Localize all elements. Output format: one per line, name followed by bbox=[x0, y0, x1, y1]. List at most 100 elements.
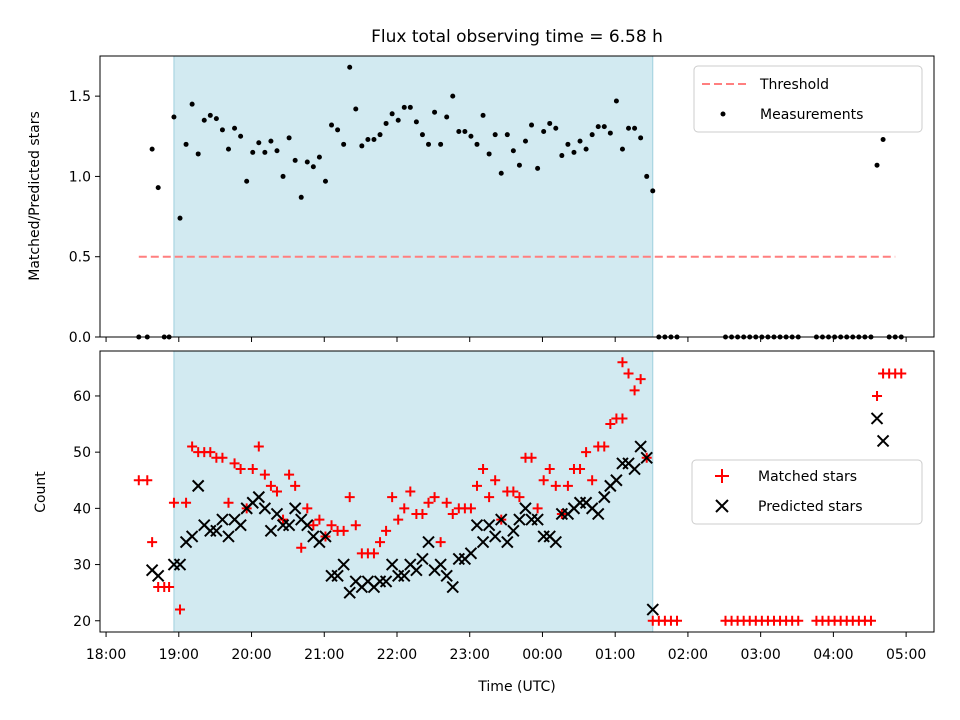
predicted-star-point bbox=[634, 440, 647, 453]
measurement-point bbox=[335, 127, 341, 133]
matched-star-point bbox=[617, 413, 628, 424]
measurement-point bbox=[219, 127, 225, 133]
matched-star-point bbox=[133, 475, 144, 486]
predicted-star-point bbox=[222, 530, 235, 543]
matched-star-point bbox=[635, 374, 646, 385]
predicted-star-point bbox=[870, 412, 884, 425]
measurement-point bbox=[577, 138, 583, 144]
measurement-point bbox=[177, 215, 183, 221]
measurement-point bbox=[353, 106, 359, 112]
predicted-star-point bbox=[422, 535, 435, 549]
matched-star-point bbox=[581, 447, 592, 458]
measurement-point bbox=[504, 132, 510, 138]
matched-star-point bbox=[575, 464, 586, 475]
predicted-star-point bbox=[464, 547, 478, 560]
predicted-star-point bbox=[331, 569, 344, 583]
measurement-point bbox=[626, 125, 632, 131]
measurement-point bbox=[468, 133, 474, 139]
measurement-point bbox=[413, 119, 419, 125]
matched-star-point bbox=[544, 464, 555, 475]
matched-star-point bbox=[435, 537, 446, 548]
measurement-point bbox=[244, 178, 250, 184]
measurement-point bbox=[583, 146, 589, 152]
matched-star-point bbox=[629, 385, 640, 396]
predicted-star-point bbox=[234, 519, 247, 532]
matched-star-point bbox=[562, 480, 573, 491]
predicted-star-point bbox=[398, 569, 411, 583]
predicted-star-point bbox=[385, 558, 399, 571]
matched-star-point bbox=[350, 520, 361, 531]
legend-predicted-swatch bbox=[715, 499, 729, 513]
measurement-point bbox=[232, 125, 238, 131]
measurement-point bbox=[322, 178, 328, 184]
matched-star-point bbox=[605, 419, 616, 430]
matched-star-point bbox=[393, 514, 404, 525]
matched-star-point bbox=[175, 604, 186, 615]
measurement-point bbox=[341, 141, 347, 147]
measurement-point bbox=[541, 128, 547, 134]
matched-star-point bbox=[423, 497, 434, 508]
legend-measurements-swatch bbox=[720, 111, 726, 117]
predicted-star-point bbox=[301, 519, 314, 532]
bottom-axes-frame bbox=[99, 350, 935, 633]
predicted-star-point bbox=[470, 519, 484, 532]
matched-star-point bbox=[399, 503, 410, 514]
matched-star-point bbox=[623, 368, 634, 379]
predicted-star-point bbox=[628, 462, 641, 476]
predicted-star-point bbox=[446, 580, 459, 594]
measurement-point bbox=[880, 136, 886, 142]
measurement-point bbox=[619, 146, 625, 152]
chart-title: Flux total observing time = 6.58 h bbox=[371, 27, 663, 47]
matched-star-point bbox=[168, 497, 179, 508]
x-axis-label: Time (UTC) bbox=[477, 679, 555, 695]
matched-star-point bbox=[478, 464, 489, 475]
matched-star-point bbox=[259, 469, 270, 480]
matched-star-point bbox=[429, 492, 440, 503]
measurement-point bbox=[510, 148, 516, 154]
matched-star-point bbox=[514, 492, 525, 503]
measurement-point bbox=[419, 132, 425, 138]
measurement-point bbox=[347, 64, 353, 70]
top-panel: 0.0 0.5 1.0 1.5 Flux total observing time =… bbox=[27, 27, 935, 346]
top-y-axis: 0.0 0.5 1.0 1.5 bbox=[69, 89, 100, 346]
measurement-point bbox=[450, 93, 456, 99]
predicted-star-point bbox=[191, 479, 205, 493]
measurement-point bbox=[535, 165, 541, 171]
measurement-point bbox=[607, 130, 613, 136]
top-axes-frame bbox=[99, 55, 935, 338]
predicted-star-point bbox=[519, 502, 532, 515]
bottom-panel: 20 30 40 50 60 18:00 19:00 20:00 21:00 22:00 23:0… bbox=[33, 350, 935, 695]
predicted-star-point bbox=[337, 558, 350, 571]
measurement-point bbox=[559, 153, 565, 159]
matched-star-point bbox=[405, 486, 416, 497]
measurement-point bbox=[225, 146, 231, 152]
measurement-point bbox=[474, 141, 480, 147]
matched-star-point bbox=[265, 480, 276, 491]
matched-star-point bbox=[217, 452, 228, 463]
top-y-tick-label: 0.5 bbox=[69, 250, 91, 266]
measurement-point bbox=[632, 125, 638, 131]
measurement-point bbox=[207, 112, 213, 118]
predicted-star-point bbox=[258, 502, 272, 515]
measurement-point bbox=[874, 162, 880, 168]
measurement-point bbox=[565, 141, 571, 147]
matched-star-point bbox=[284, 469, 295, 480]
matched-star-point bbox=[235, 464, 246, 475]
matched-star-point bbox=[147, 537, 158, 548]
measurement-point bbox=[250, 149, 256, 155]
top-legend: Threshold Measurements bbox=[693, 65, 923, 133]
measurement-point bbox=[395, 117, 401, 123]
predicted-star-point bbox=[416, 552, 429, 566]
matched-star-point bbox=[526, 452, 537, 463]
measurement-point bbox=[149, 146, 155, 152]
measurement-point bbox=[522, 138, 528, 144]
predicted-star-point bbox=[592, 507, 605, 521]
bottom-y-tick-label: 60 bbox=[73, 389, 91, 405]
predicted-star-point bbox=[646, 603, 659, 616]
measurement-point bbox=[280, 173, 286, 179]
legend-predicted-label: Predicted stars bbox=[758, 499, 863, 515]
predicted-star-point bbox=[343, 586, 356, 599]
matched-star-point bbox=[538, 475, 549, 486]
measurement-point bbox=[256, 140, 262, 146]
